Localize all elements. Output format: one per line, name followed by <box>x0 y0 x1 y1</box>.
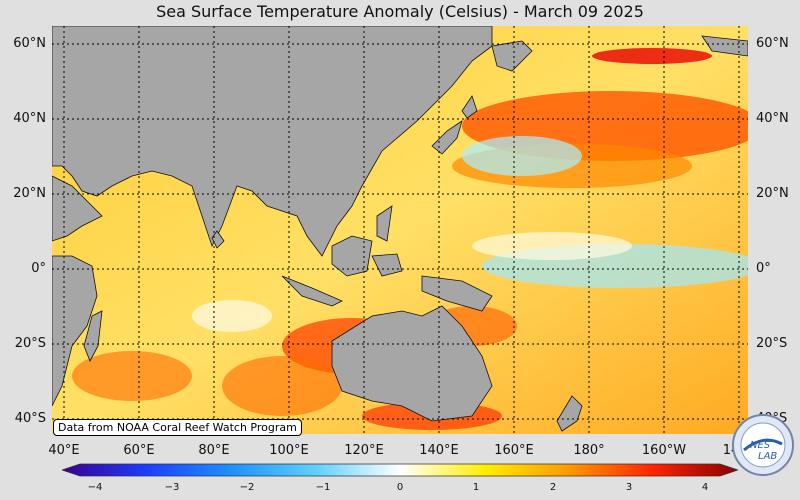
colorbar-tick-neg1: −1 <box>315 482 331 493</box>
colorbar-tick-neg4: −4 <box>87 482 103 493</box>
colorbar-tick-4: 4 <box>701 482 709 493</box>
lat-label-20n: 20°N <box>13 186 46 201</box>
lon-label-40e: 40°E <box>48 443 80 458</box>
lon-label-160e: 160°E <box>494 443 534 458</box>
lon-label-60e: 60°E <box>123 443 155 458</box>
colorbar-tick-1: 1 <box>472 482 480 493</box>
lat-label-40n-right: 40°N <box>756 111 789 126</box>
lat-label-20n-right: 20°N <box>756 186 789 201</box>
map-title: Sea Surface Temperature Anomaly (Celsius… <box>156 2 644 21</box>
lat-label-40n: 40°N <box>13 111 46 126</box>
svg-text:LAB: LAB <box>758 451 777 462</box>
colorbar <box>62 463 738 477</box>
lat-label-20s: 20°S <box>14 336 46 351</box>
lat-label-0: 0° <box>31 261 46 276</box>
lon-label-80e: 80°E <box>198 443 230 458</box>
lat-label-20s-right: 20°S <box>756 336 788 351</box>
lon-label-140e: 140°E <box>419 443 459 458</box>
svg-text:NES: NES <box>750 440 771 451</box>
colorbar-tick-2: 2 <box>549 482 557 493</box>
land-masses <box>52 26 748 432</box>
lon-label-160w: 160°W <box>641 443 687 458</box>
lat-label-60n-right: 60°N <box>756 36 789 51</box>
colorbar-tick-neg3: −3 <box>164 482 180 493</box>
lon-label-180: 180° <box>573 443 605 458</box>
nesdis-lab-logo-icon: NES LAB <box>732 414 794 476</box>
lat-label-60n: 60°N <box>13 36 46 51</box>
lat-label-0-right: 0° <box>756 261 771 276</box>
lat-label-40s: 40°S <box>14 411 46 426</box>
data-credit: Data from NOAA Coral Reef Watch Program <box>53 419 302 436</box>
graticule <box>52 26 748 434</box>
colorbar-tick-0: 0 <box>396 482 404 493</box>
lon-label-100e: 100°E <box>269 443 309 458</box>
sst-anomaly-map <box>52 26 748 434</box>
colorbar-tick-neg2: −2 <box>239 482 255 493</box>
lon-label-120e: 120°E <box>344 443 384 458</box>
colorbar-tick-3: 3 <box>625 482 633 493</box>
